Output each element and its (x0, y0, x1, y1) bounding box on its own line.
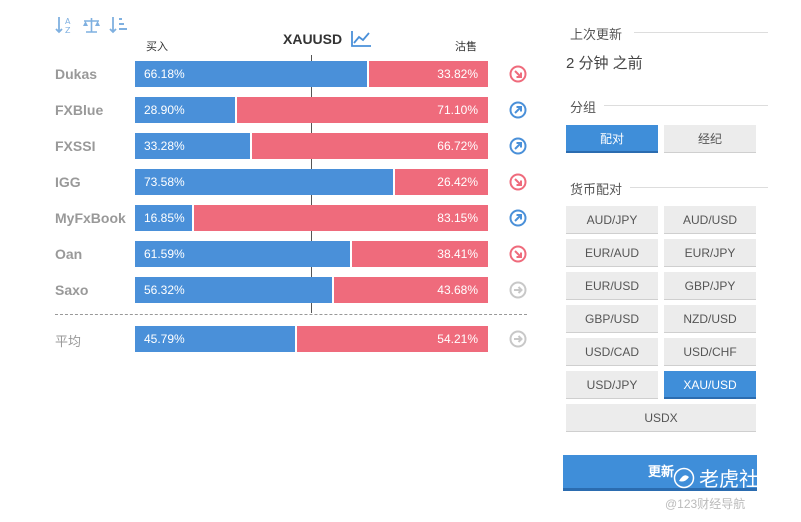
buy-percent: 45.79% (144, 332, 185, 346)
pair-button[interactable]: EUR/JPY (664, 239, 756, 267)
broker-name: Dukas (55, 66, 98, 82)
broker-row[interactable]: IGG 73.58% 26.42% (0, 169, 540, 195)
broker-name: Saxo (55, 282, 89, 298)
pair-button[interactable]: EUR/USD (566, 272, 658, 300)
average-divider (55, 314, 527, 315)
average-label: 平均 (55, 334, 82, 349)
group-title: 分组 (570, 100, 597, 115)
refresh-label: 更新 (648, 464, 675, 479)
pair-button[interactable]: USD/CAD (566, 338, 658, 366)
last-update-rule (634, 32, 768, 33)
buy-percent: 28.90% (144, 103, 185, 117)
watermark: 老虎社区 (673, 463, 779, 492)
pairs-title: 货币配对 (570, 182, 623, 197)
buy-percent: 73.58% (144, 175, 185, 189)
pair-button[interactable]: EUR/AUD (566, 239, 658, 267)
sentiment-bar: 61.59% 38.41% (135, 241, 488, 267)
line-chart-icon[interactable] (350, 30, 372, 48)
sell-percent: 43.68% (437, 283, 478, 297)
symbol-label: XAUUSD (283, 31, 343, 47)
buy-percent: 61.59% (144, 247, 185, 261)
arrow-up-right-circle-icon[interactable] (509, 209, 527, 227)
group-rule (604, 105, 768, 106)
sentiment-bar: 33.28% 66.72% (135, 133, 488, 159)
pair-button[interactable]: USDX (566, 404, 756, 432)
balance-scale-icon[interactable] (82, 15, 101, 35)
sell-percent: 33.82% (437, 67, 478, 81)
sentiment-bar: 56.32% 43.68% (135, 277, 488, 303)
sort-toolbar: A Z (55, 15, 128, 35)
last-update-value: 2 分钟 之前 (566, 55, 643, 72)
broker-row[interactable]: MyFxBook 16.85% 83.15% (0, 205, 540, 231)
buy-fill (135, 277, 334, 303)
buy-column-header: 买入 (146, 41, 168, 53)
arrow-right-circle-icon[interactable] (509, 330, 527, 348)
last-update-title: 上次更新 (570, 27, 623, 42)
broker-name: FXSSI (55, 138, 96, 154)
group-button[interactable]: 经纪 (664, 125, 756, 153)
buy-percent: 66.18% (144, 67, 185, 81)
svg-text:Z: Z (65, 26, 71, 35)
arrow-up-right-circle-icon[interactable] (509, 137, 527, 155)
sentiment-bar: 45.79% 54.21% (135, 326, 488, 352)
broker-name: FXBlue (55, 102, 104, 118)
buy-fill (135, 169, 395, 195)
buy-fill (135, 326, 297, 352)
pair-button[interactable]: GBP/JPY (664, 272, 756, 300)
sell-percent: 38.41% (437, 247, 478, 261)
pair-button[interactable]: XAU/USD (664, 371, 756, 399)
symbol-title: XAUUSD (283, 30, 372, 48)
group-button[interactable]: 配对 (566, 125, 658, 153)
average-row[interactable]: 平均 45.79% 54.21% (0, 326, 540, 352)
sentiment-bar: 16.85% 83.15% (135, 205, 488, 231)
sentiment-bar: 66.18% 33.82% (135, 61, 488, 87)
broker-name: IGG (55, 174, 81, 190)
pair-button[interactable]: USD/CHF (664, 338, 756, 366)
sort-bars-icon[interactable] (109, 15, 128, 35)
buy-percent: 16.85% (144, 211, 185, 225)
buy-fill (135, 97, 238, 123)
sell-column-header: 沽售 (455, 41, 477, 53)
sell-percent: 71.10% (437, 103, 478, 117)
pairs-rule (630, 187, 768, 188)
tiger-logo-icon (673, 467, 695, 488)
sell-percent: 54.21% (437, 332, 478, 346)
buy-fill (135, 241, 353, 267)
sell-percent: 83.15% (437, 211, 478, 225)
broker-row[interactable]: Dukas 66.18% 33.82% (0, 61, 540, 87)
broker-name: MyFxBook (55, 210, 126, 226)
broker-name: Oan (55, 246, 83, 262)
sentiment-bar: 73.58% 26.42% (135, 169, 488, 195)
pair-button[interactable]: AUD/USD (664, 206, 756, 234)
arrow-right-circle-icon[interactable] (509, 281, 527, 299)
sort-az-icon[interactable]: A Z (55, 15, 74, 35)
broker-row[interactable]: FXSSI 33.28% 66.72% (0, 133, 540, 159)
watermark-sub: @123财经导航 (665, 497, 746, 511)
broker-row[interactable]: Saxo 56.32% 43.68% (0, 277, 540, 303)
arrow-down-right-circle-icon[interactable] (509, 65, 527, 83)
pair-button[interactable]: GBP/USD (566, 305, 658, 333)
svg-text:A: A (65, 17, 71, 26)
broker-row[interactable]: Oan 61.59% 38.41% (0, 241, 540, 267)
pair-button[interactable]: USD/JPY (566, 371, 658, 399)
buy-fill (135, 61, 369, 87)
sentiment-bar: 28.90% 71.10% (135, 97, 488, 123)
arrow-down-right-circle-icon[interactable] (509, 245, 527, 263)
buy-fill (135, 205, 195, 231)
arrow-up-right-circle-icon[interactable] (509, 101, 527, 119)
pair-button[interactable]: NZD/USD (664, 305, 756, 333)
sell-percent: 26.42% (437, 175, 478, 189)
refresh-button[interactable]: 更新 (563, 455, 757, 491)
buy-percent: 33.28% (144, 139, 185, 153)
arrow-down-right-circle-icon[interactable] (509, 173, 527, 191)
buy-percent: 56.32% (144, 283, 185, 297)
buy-fill (135, 133, 253, 159)
broker-row[interactable]: FXBlue 28.90% 71.10% (0, 97, 540, 123)
pair-button[interactable]: AUD/JPY (566, 206, 658, 234)
watermark-main: 老虎社区 (699, 469, 779, 491)
sell-percent: 66.72% (437, 139, 478, 153)
